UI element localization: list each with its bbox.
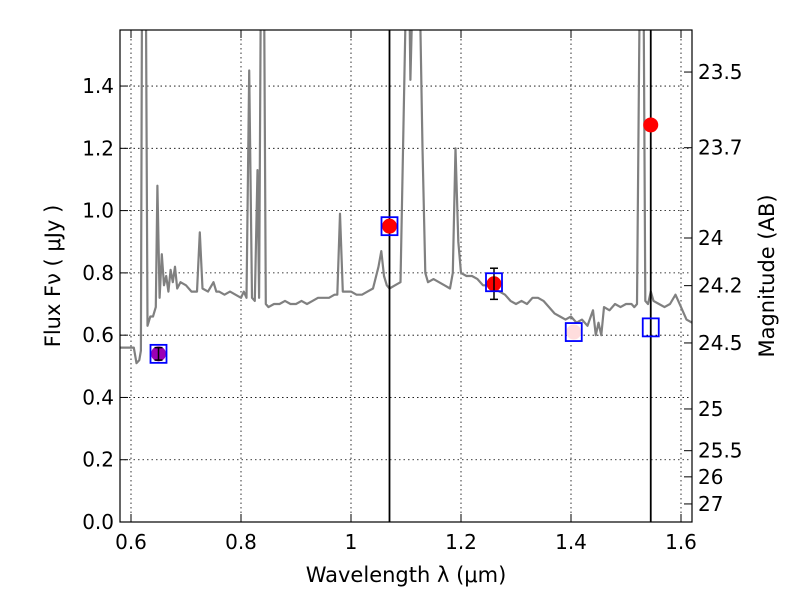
- model-flux-square: [641, 317, 660, 338]
- y2-tick-label: 24.5: [698, 331, 743, 355]
- vertical-lines-layer: [388, 30, 652, 522]
- model-flux-square: [149, 343, 168, 364]
- x-tick-label: 1.4: [555, 530, 587, 554]
- y2-tick-label: 25: [698, 397, 723, 421]
- y-tick-label: 1.4: [82, 74, 114, 98]
- plot-frame: [119, 29, 693, 523]
- photometry-point: [382, 218, 397, 234]
- x-axis-label: Wavelength λ (μm): [306, 563, 507, 587]
- photometry-point: [643, 117, 659, 133]
- y-tick-label: 0.4: [82, 385, 114, 409]
- model-spectrum-layer: [120, 30, 692, 365]
- y-tick-label: 0.8: [82, 261, 114, 285]
- y2-axis-label: Magnitude (AB): [755, 194, 779, 357]
- y2-tick-label: 26: [698, 465, 723, 489]
- x-tick-label: 0.6: [115, 530, 147, 554]
- model-flux-square: [485, 272, 503, 293]
- y2-tick-label: 25.5: [698, 439, 743, 463]
- y-tick-label: 1.2: [82, 136, 114, 160]
- y-tick-label: 0.2: [82, 448, 114, 472]
- y-tick-label: 0.6: [82, 323, 114, 347]
- grid-lines: [120, 30, 692, 523]
- model-flux-square: [380, 216, 399, 237]
- y-tick-label: 0.0: [82, 510, 114, 534]
- x-tick-label: 1.6: [665, 530, 697, 554]
- x-tick-label: 0.8: [225, 530, 257, 554]
- x-tick-label: 1: [345, 530, 358, 554]
- axis-ticks: 0.6 0.8 1 1.2 1.4 1.6 0.0 0.2 0.4 0.6 0.8 1.0 1.2 1.4…: [82, 30, 743, 554]
- y2-tick-label: 24: [698, 226, 723, 250]
- photometry-point: [566, 324, 582, 340]
- y2-tick-label: 27: [698, 492, 723, 516]
- y-axis-label: Flux Fν ( μJy ): [41, 205, 65, 348]
- model-flux-square: [564, 322, 583, 342]
- model-spectrum-line: [120, 30, 692, 365]
- markers-layer: [149, 117, 660, 364]
- y2-tick-label: 23.5: [698, 60, 743, 84]
- y2-tick-label: 23.7: [698, 136, 743, 160]
- x-tick-label: 1.2: [445, 530, 477, 554]
- y2-tick-label: 24.2: [698, 274, 743, 298]
- y-tick-label: 1.0: [82, 199, 114, 223]
